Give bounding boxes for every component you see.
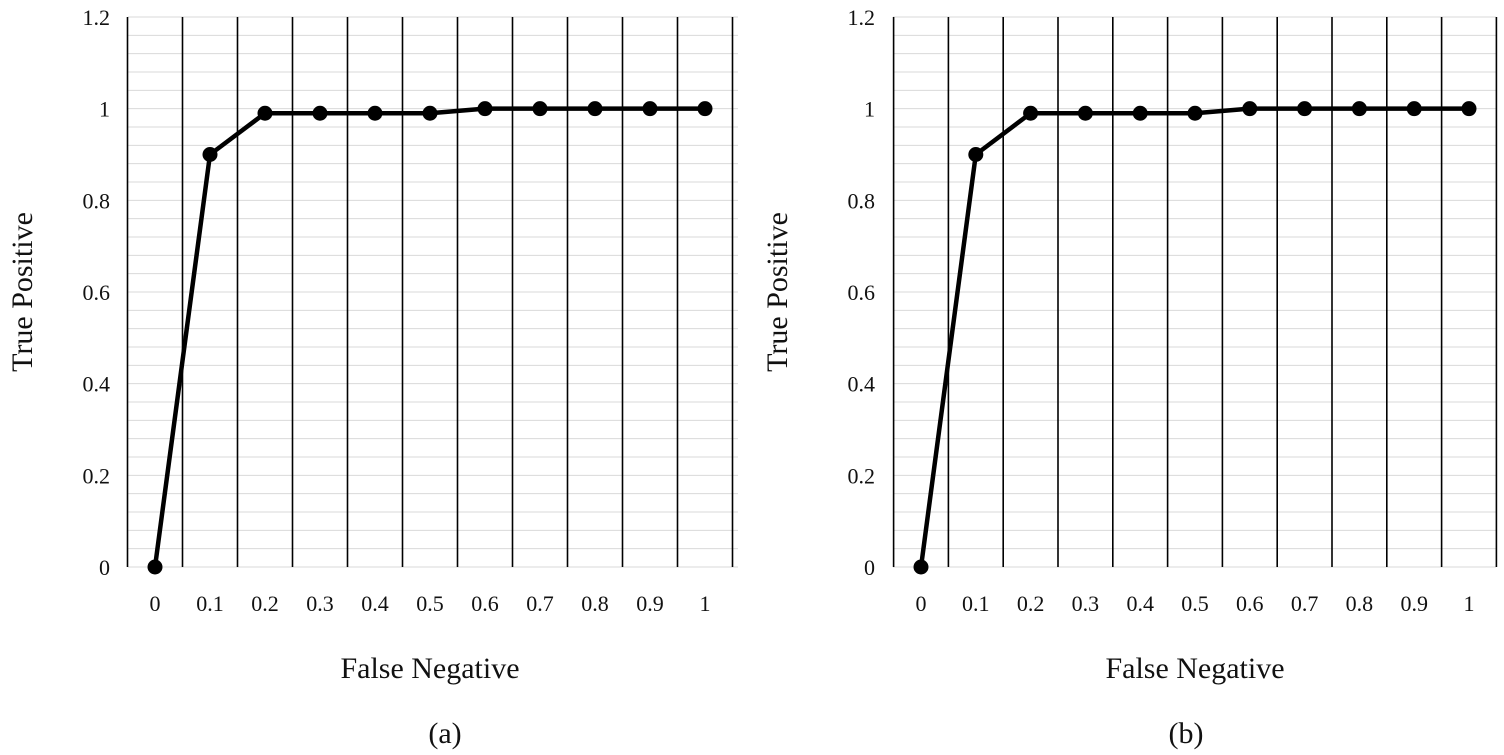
y-tick-label: 1 <box>864 97 875 122</box>
y-tick-label: 0 <box>864 555 875 580</box>
data-point <box>1132 105 1148 121</box>
data-point <box>257 105 273 121</box>
data-point <box>1077 105 1093 121</box>
x-axis-title: False Negative <box>340 652 519 685</box>
data-point <box>202 147 218 162</box>
y-axis-title: True Positive <box>6 212 39 372</box>
x-tick-label: 0.6 <box>1236 591 1264 616</box>
data-point <box>367 105 383 121</box>
x-tick-label: 0.9 <box>1400 591 1428 616</box>
data-point <box>532 101 548 117</box>
x-tick-label: 0.5 <box>1181 591 1209 616</box>
y-tick-label: 0 <box>99 555 110 580</box>
data-point <box>1187 105 1203 121</box>
data-point <box>477 101 493 117</box>
x-tick-label: 0.7 <box>526 591 554 616</box>
x-tick-label: 0.5 <box>416 591 444 616</box>
y-tick-label: 0.8 <box>83 188 111 213</box>
data-point <box>642 101 658 117</box>
data-point <box>913 559 929 575</box>
chart-caption: (b) <box>1169 717 1204 750</box>
y-tick-label: 0.2 <box>848 463 876 488</box>
x-tick-label: 0.7 <box>1291 591 1319 616</box>
y-axis-title: True Positive <box>761 212 794 372</box>
x-tick-label: 1 <box>700 591 711 616</box>
x-tick-label: 0.4 <box>1126 591 1154 616</box>
data-point <box>1461 101 1477 117</box>
chart-a-svg: 0 0.2 0.4 0.6 0.8 1 1.2 0 0.1 0.2 0.3 0.4 0.5 0.6 0.7 0… <box>6 5 738 750</box>
data-point <box>587 101 603 117</box>
chart-panel-b: 0 0.2 0.4 0.6 0.8 1 1.2 0 0.1 0.2 0.3 0.4 0.5 0.6 0.7 0… <box>752 0 1504 755</box>
data-point <box>147 559 163 575</box>
x-tick-label: 1 <box>1464 591 1475 616</box>
y-tick-label: 1.2 <box>83 5 111 30</box>
x-tick-label: 0.3 <box>1072 591 1100 616</box>
x-axis-title: False Negative <box>1105 652 1284 685</box>
x-tick-label: 0 <box>916 591 927 616</box>
y-tick-label: 0.6 <box>83 280 111 305</box>
x-tick-label: 0.8 <box>581 591 609 616</box>
chart-caption: (a) <box>428 717 461 750</box>
data-point <box>1023 105 1039 121</box>
data-point <box>1242 101 1258 117</box>
y-tick-label: 0.6 <box>848 280 876 305</box>
x-tick-label: 0 <box>150 591 161 616</box>
data-point <box>968 147 984 162</box>
y-tick-label: 1.2 <box>848 5 876 30</box>
x-tick-label: 0.6 <box>471 591 499 616</box>
data-point <box>1297 101 1313 117</box>
x-tick-label: 0.9 <box>636 591 664 616</box>
x-tick-label: 0.2 <box>251 591 279 616</box>
y-tick-label: 0.4 <box>848 372 876 397</box>
data-point <box>1406 101 1422 117</box>
data-point <box>697 101 713 117</box>
y-tick-label: 1 <box>99 97 110 122</box>
y-tick-label: 0.8 <box>848 188 876 213</box>
data-point <box>1351 101 1367 117</box>
data-point <box>422 105 438 121</box>
x-tick-label: 0.2 <box>1017 591 1045 616</box>
x-tick-label: 0.4 <box>361 591 389 616</box>
x-tick-label: 0.8 <box>1346 591 1374 616</box>
x-tick-label: 0.3 <box>306 591 334 616</box>
x-tick-label: 0.1 <box>196 591 224 616</box>
y-tick-label: 0.2 <box>83 463 111 488</box>
chart-panel-a: 0 0.2 0.4 0.6 0.8 1 1.2 0 0.1 0.2 0.3 0.4 0.5 0.6 0.7 0… <box>6 5 738 750</box>
chart-b-svg: 0 0.2 0.4 0.6 0.8 1 1.2 0 0.1 0.2 0.3 0.4 0.5 0.6 0.7 0… <box>761 5 1498 750</box>
data-point <box>312 105 328 121</box>
y-tick-label: 0.4 <box>83 372 111 397</box>
x-tick-label: 0.1 <box>962 591 990 616</box>
